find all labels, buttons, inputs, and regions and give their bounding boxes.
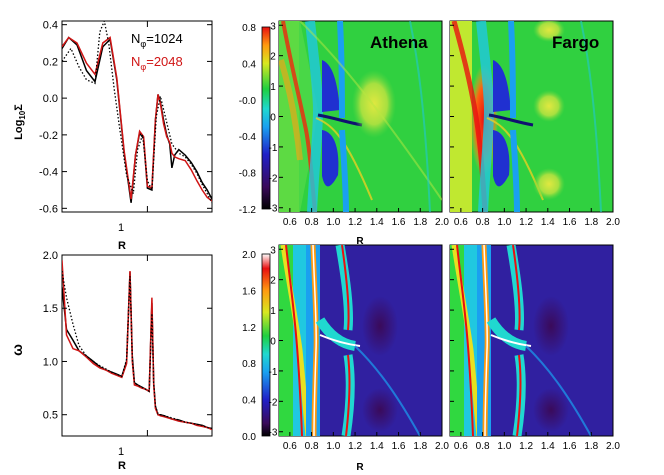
y-tick-label: 0.4: [43, 20, 58, 32]
y-tick-label: -0.2: [39, 130, 58, 142]
panel-title-athena-top: Athena: [370, 33, 428, 52]
density-y-axis-label: Log10Σ: [13, 104, 27, 140]
map-y-tick-label: -1: [269, 143, 278, 154]
colorbar-tick-label: 1.2: [242, 323, 256, 334]
map-y-tick-label: -2: [269, 397, 278, 408]
colorbar-tick-label: 0.4: [242, 59, 256, 70]
map-y-tick-label: 3: [270, 245, 276, 256]
map-x-tick-label: 1.2: [519, 441, 533, 452]
map-x-tick-label: 1.0: [497, 217, 511, 228]
y-tick-label: 2.0: [43, 250, 58, 262]
colorbar-tick-label: -0.0: [239, 96, 257, 107]
vorticity-colorbar: 2.0 1.6 1.2 0.8 0.4 0.0: [242, 250, 271, 443]
map-x-tick-label: 1.0: [326, 441, 340, 452]
map-x-tick-label: 1.2: [348, 441, 362, 452]
map-x-tick-label: 0.8: [476, 217, 490, 228]
map-x-tick-label: 0.8: [476, 441, 490, 452]
vorticity-x-axis-label: R: [118, 460, 126, 472]
colorbar-tick-label: 0.8: [242, 23, 256, 34]
map-x-tick-label: 1.6: [563, 441, 577, 452]
map-x-tick-label: 0.6: [283, 217, 297, 228]
vorticity-x-tick-label: 1: [118, 446, 124, 458]
series-line-initial: [62, 21, 212, 204]
colorbar-tick-label: 1.6: [242, 286, 256, 297]
vorticity-colorbar-bar: [261, 253, 271, 437]
map-y-tick-label: 3: [270, 21, 276, 32]
map-x-tick-label: 0.6: [454, 217, 468, 228]
panel-title-fargo-top: Fargo: [552, 33, 599, 52]
colorbar-tick-label: -1.2: [239, 205, 257, 216]
map-y-tick-label: 2: [270, 52, 276, 63]
map-x-tick-label: 1.0: [497, 441, 511, 452]
map-x-tick-label: 1.0: [326, 217, 340, 228]
vorticity-map-x-axis-label: R: [356, 462, 364, 473]
density-colorbar: 0.8 0.4 -0.0 -0.4 -0.8 -1.2: [239, 23, 271, 216]
vorticity-profile-plot: 2.0 1.5 1.0 0.5 1 R ω: [9, 250, 213, 472]
colorbar-tick-label: 0.4: [242, 396, 256, 407]
map-x-tick-label: 1.4: [370, 217, 384, 228]
density-profile-plot: 0.4 0.2 0.0 -0.2 -0.4 -0.6 1 R Log10Σ Nφ=1024…: [13, 20, 213, 252]
y-tick-label: 0.0: [43, 93, 58, 105]
map-y-tick-label: -3: [269, 204, 278, 215]
map-x-tick-label: 1.8: [413, 217, 427, 228]
map-x-tick-label: 0.8: [305, 217, 319, 228]
density-x-axis-label: R: [118, 240, 126, 252]
colorbar-tick-label: 0.8: [242, 359, 256, 370]
map-y-tick-label: 0: [270, 337, 276, 348]
map-x-tick-label: 1.2: [519, 217, 533, 228]
map-x-tick-label: 1.4: [370, 441, 384, 452]
map-x-tick-label: 1.8: [584, 441, 598, 452]
map-y-tick-label: -3: [269, 428, 278, 439]
density-map-athena: Athena: [278, 20, 443, 213]
map-x-tick-label: 2.0: [606, 441, 620, 452]
y-tick-label: 0.2: [43, 56, 58, 68]
y-tick-label: 1.0: [43, 356, 58, 368]
map-y-tick-label: 0: [270, 113, 276, 124]
y-tick-label: -0.6: [39, 203, 58, 215]
colorbar-tick-label: -0.8: [239, 169, 257, 180]
map-x-tick-label: 2.0: [606, 217, 620, 228]
map-x-tick-label: 1.4: [541, 217, 555, 228]
y-tick-label: -0.4: [39, 167, 58, 179]
map-x-tick-label: 1.6: [392, 441, 406, 452]
series-line-n-2048: [62, 260, 212, 431]
colorbar-tick-label: 2.0: [242, 250, 256, 261]
y-tick-label: 1.5: [43, 303, 58, 315]
map-y-tick-label: 1: [270, 82, 276, 93]
vorticity-plot-frame: [61, 254, 213, 437]
map-y-tick-label: -2: [269, 173, 278, 184]
series-line-n-2048: [62, 36, 212, 202]
map-x-tick-label: 1.8: [413, 441, 427, 452]
map-x-tick-label: 1.6: [563, 217, 577, 228]
map-y-tick-label: 1: [270, 306, 276, 317]
legend-nphi-1024: Nφ=1024: [131, 31, 183, 49]
map-y-tick-label: 2: [270, 276, 276, 287]
vorticity-map-athena: [278, 244, 443, 437]
colorbar-tick-label: -0.4: [239, 132, 257, 143]
density-map-fargo: Fargo: [449, 20, 614, 213]
vorticity-map-fargo: [449, 244, 614, 437]
map-x-tick-label: 1.2: [348, 217, 362, 228]
map-x-tick-label: 2.0: [435, 441, 449, 452]
map-x-tick-label: 1.8: [584, 217, 598, 228]
map-x-tick-label: 0.6: [283, 441, 297, 452]
map-x-tick-label: 1.6: [392, 217, 406, 228]
colorbar-tick-label: 0.0: [242, 432, 256, 443]
map-x-tick-label: 2.0: [435, 217, 449, 228]
density-plot-frame: [61, 20, 213, 213]
vorticity-y-axis-label: ω: [9, 344, 25, 356]
y-tick-label: 0.5: [43, 410, 58, 422]
density-x-tick-label: 1: [118, 222, 124, 234]
map-x-tick-label: 0.6: [454, 441, 468, 452]
density-colorbar-bar: [261, 26, 271, 210]
density-map-x-axis-label: R: [356, 236, 364, 247]
map-x-tick-label: 1.4: [541, 441, 555, 452]
legend-nphi-2048: Nφ=2048: [131, 54, 183, 72]
map-x-tick-label: 0.8: [305, 441, 319, 452]
svg-text:Log10Σ: Log10Σ: [13, 104, 27, 140]
map-y-tick-label: -1: [269, 367, 278, 378]
